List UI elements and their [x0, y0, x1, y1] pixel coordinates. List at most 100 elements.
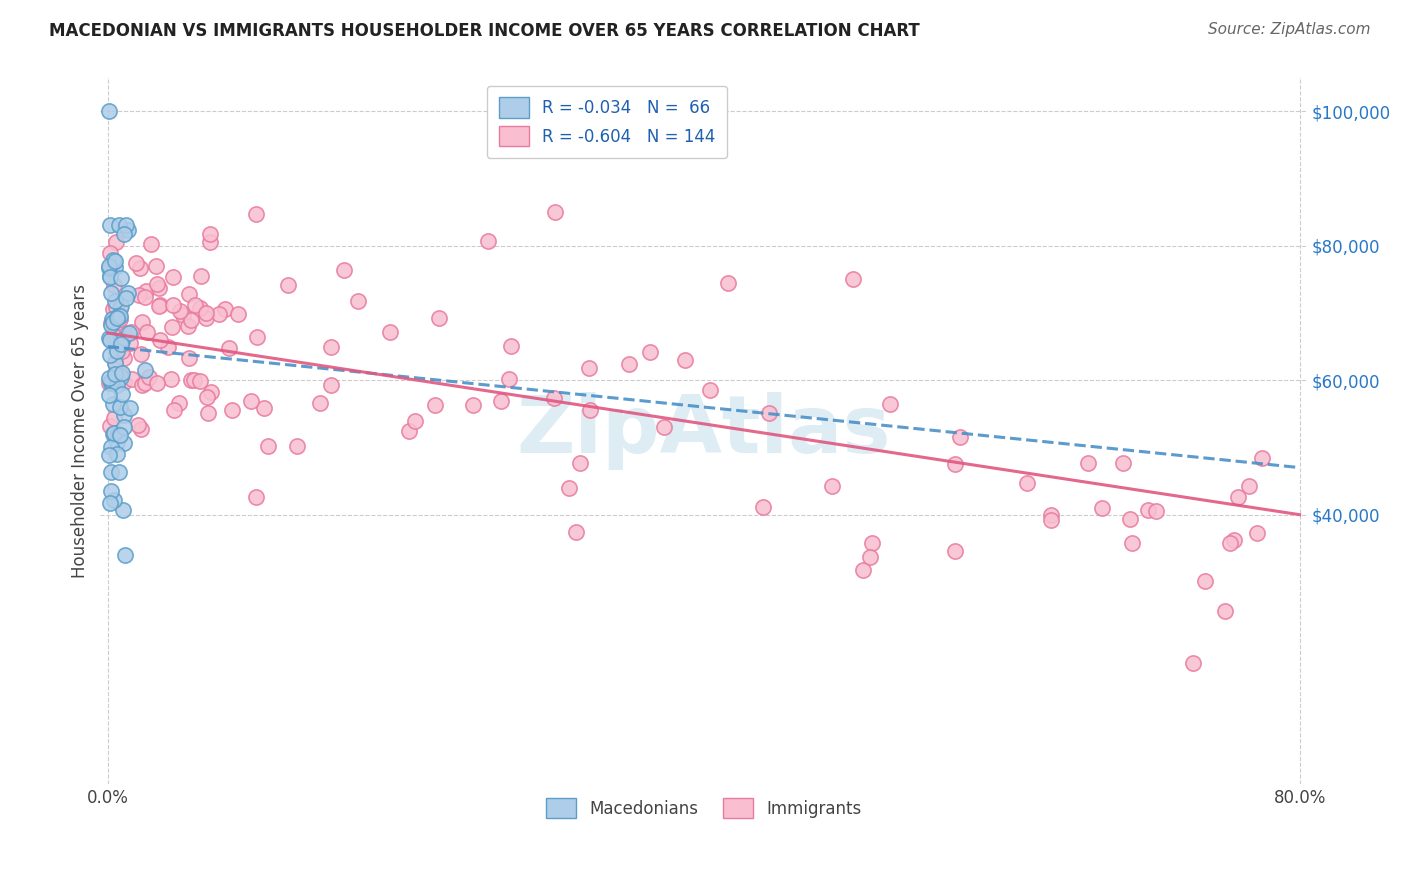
Point	[108, 219, 131, 233]
Point	[121, 372, 143, 386]
Point	[148, 281, 170, 295]
Point	[179, 287, 201, 301]
Point	[114, 548, 136, 562]
Point	[104, 356, 127, 370]
Point	[218, 341, 240, 355]
Point	[221, 402, 243, 417]
Point	[110, 344, 132, 359]
Point	[101, 373, 124, 387]
Point	[461, 398, 484, 412]
Point	[104, 355, 127, 369]
Point	[101, 315, 124, 329]
Point	[111, 387, 134, 401]
Point	[118, 401, 141, 415]
Point	[638, 345, 661, 359]
Point	[378, 325, 401, 339]
Point	[569, 456, 592, 470]
Point	[111, 366, 134, 380]
Text: Source: ZipAtlas.com: Source: ZipAtlas.com	[1208, 22, 1371, 37]
Point	[148, 299, 170, 313]
Point	[97, 388, 120, 402]
Point	[1213, 604, 1236, 618]
Point	[1237, 479, 1260, 493]
Point	[309, 396, 332, 410]
Point	[112, 375, 135, 389]
Point	[103, 410, 125, 425]
Point	[162, 403, 184, 417]
Point	[100, 374, 122, 388]
Point	[100, 286, 122, 301]
Point	[97, 448, 120, 462]
Point	[129, 347, 152, 361]
Point	[673, 353, 696, 368]
Point	[285, 439, 308, 453]
Point	[98, 371, 121, 385]
Point	[107, 309, 129, 323]
Point	[1251, 450, 1274, 465]
Point	[752, 500, 775, 515]
Point	[120, 325, 142, 339]
Point	[860, 536, 883, 550]
Point	[110, 333, 132, 347]
Point	[100, 465, 122, 479]
Point	[167, 396, 190, 410]
Point	[103, 371, 125, 385]
Point	[321, 340, 343, 354]
Point	[1227, 490, 1250, 504]
Point	[105, 377, 128, 392]
Point	[180, 373, 202, 387]
Point	[117, 223, 139, 237]
Point	[103, 328, 125, 343]
Point	[131, 377, 153, 392]
Point	[129, 422, 152, 436]
Point	[135, 284, 157, 298]
Point	[1091, 500, 1114, 515]
Point	[1194, 574, 1216, 589]
Point	[117, 326, 139, 340]
Point	[135, 326, 157, 340]
Legend: Macedonians, Immigrants: Macedonians, Immigrants	[538, 791, 869, 825]
Point	[1040, 513, 1063, 527]
Point	[841, 272, 863, 286]
Point	[240, 394, 263, 409]
Point	[131, 315, 153, 329]
Point	[200, 235, 222, 250]
Point	[98, 104, 121, 119]
Point	[177, 351, 200, 365]
Point	[1246, 525, 1268, 540]
Point	[114, 291, 136, 305]
Point	[1017, 475, 1039, 490]
Point	[101, 302, 124, 317]
Point	[214, 302, 236, 317]
Point	[188, 301, 211, 316]
Point	[177, 318, 200, 333]
Point	[111, 334, 134, 348]
Point	[100, 483, 122, 498]
Point	[104, 367, 127, 381]
Point	[544, 205, 567, 219]
Point	[101, 328, 124, 343]
Point	[188, 374, 211, 388]
Point	[146, 376, 169, 391]
Point	[489, 393, 512, 408]
Point	[108, 427, 131, 442]
Point	[617, 357, 640, 371]
Point	[226, 307, 249, 321]
Point	[198, 227, 221, 241]
Point	[105, 434, 128, 449]
Point	[101, 397, 124, 411]
Point	[134, 363, 156, 377]
Point	[543, 391, 565, 405]
Point	[110, 271, 132, 285]
Point	[1121, 535, 1143, 549]
Point	[498, 372, 520, 386]
Point	[138, 370, 160, 384]
Point	[172, 308, 194, 322]
Point	[1136, 503, 1159, 517]
Point	[108, 401, 131, 415]
Point	[149, 333, 172, 347]
Point	[125, 256, 148, 270]
Point	[100, 376, 122, 390]
Point	[499, 339, 522, 353]
Point	[169, 304, 191, 318]
